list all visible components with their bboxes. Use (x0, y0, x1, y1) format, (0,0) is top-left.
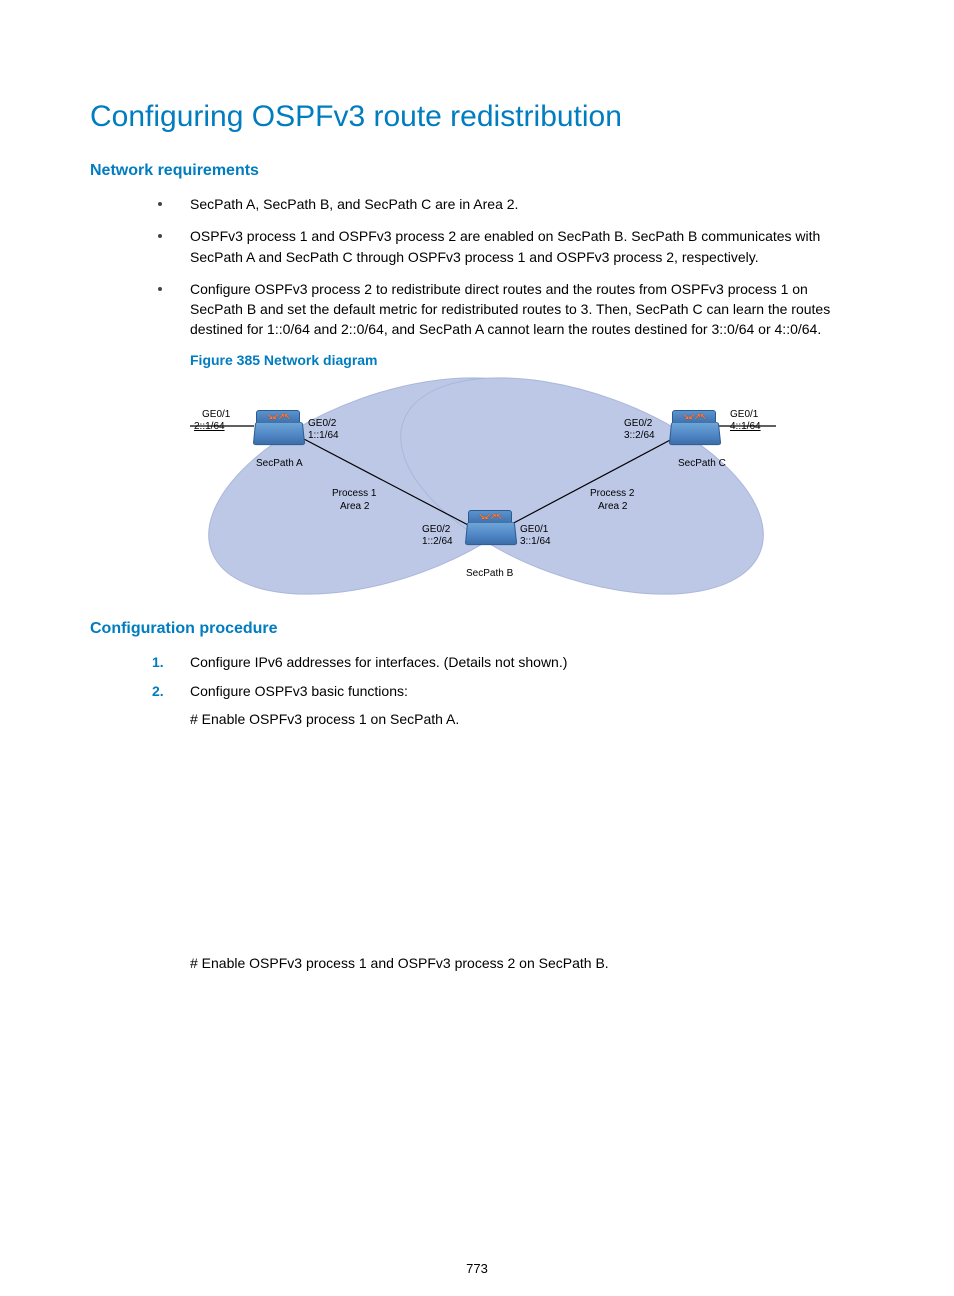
procedure-steps: Configure IPv6 addresses for interfaces.… (90, 652, 864, 731)
diagram-label: GE0/2 (308, 418, 336, 429)
step-text: Configure OSPFv3 basic functions: (190, 683, 408, 699)
list-item: OSPFv3 process 1 and OSPFv3 process 2 ar… (90, 226, 864, 267)
list-item: Configure OSPFv3 basic functions: # Enab… (90, 681, 864, 730)
router-icon: ↘↙↗↖ (670, 418, 718, 446)
diagram-label: SecPath B (466, 568, 513, 579)
diagram-label: 2::1/64 (194, 421, 225, 432)
diagram-label: GE0/1 (520, 524, 548, 535)
section-network-requirements: Network requirements (90, 162, 864, 180)
router-icon: ↘↙↗↖ (466, 518, 514, 546)
step-text: Configure IPv6 addresses for interfaces.… (190, 654, 567, 670)
diagram-label: SecPath A (256, 458, 303, 469)
diagram-label: GE0/2 (624, 418, 652, 429)
page: Configuring OSPFv3 route redistribution … (0, 0, 954, 1296)
diagram-label: 4::1/64 (730, 421, 761, 432)
diagram-label: 1::1/64 (308, 430, 339, 441)
page-number: 773 (0, 1261, 954, 1276)
page-title: Configuring OSPFv3 route redistribution (90, 100, 864, 134)
diagram-svg (190, 376, 776, 596)
list-item: SecPath A, SecPath B, and SecPath C are … (90, 194, 864, 214)
diagram-label: Process 2 (590, 488, 634, 499)
list-item: Configure OSPFv3 process 2 to redistribu… (90, 279, 864, 340)
step-substep: # Enable OSPFv3 process 1 on SecPath A. (190, 709, 864, 731)
diagram-label: GE0/1 (202, 409, 230, 420)
diagram-label: SecPath C (678, 458, 726, 469)
post-note: # Enable OSPFv3 process 1 and OSPFv3 pro… (90, 955, 864, 971)
spacer (90, 739, 864, 949)
diagram-label: Area 2 (598, 501, 627, 512)
diagram-label: Process 1 (332, 488, 376, 499)
router-icon: ↘↙↗↖ (254, 418, 302, 446)
list-item: Configure IPv6 addresses for interfaces.… (90, 652, 864, 674)
diagram-label: GE0/2 (422, 524, 450, 535)
diagram-label: 3::2/64 (624, 430, 655, 441)
section-configuration-procedure: Configuration procedure (90, 620, 864, 638)
diagram-label: Area 2 (340, 501, 369, 512)
diagram-label: 1::2/64 (422, 536, 453, 547)
requirements-list: SecPath A, SecPath B, and SecPath C are … (90, 194, 864, 340)
network-diagram: ↘↙↗↖↘↙↗↖↘↙↗↖GE0/12::1/64GE0/21::1/64SecP… (190, 376, 864, 596)
figure-caption: Figure 385 Network diagram (190, 352, 864, 368)
diagram-label: 3::1/64 (520, 536, 551, 547)
diagram-label: GE0/1 (730, 409, 758, 420)
